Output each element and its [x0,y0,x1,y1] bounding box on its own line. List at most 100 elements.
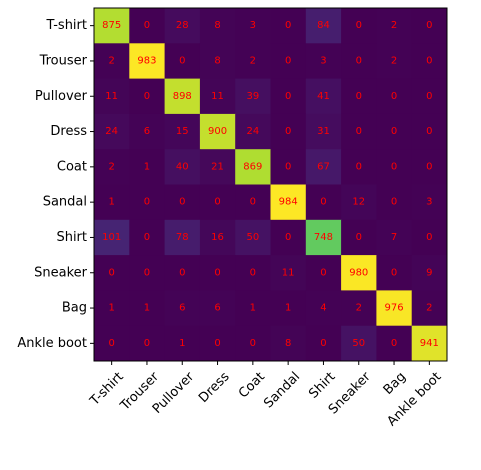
cell-value-label: 21 [211,161,224,172]
cell-shirt-sneaker [341,219,377,256]
cell-pullover-dress [199,78,236,115]
cell-value-label: 0 [426,55,432,66]
cell-value-label: 0 [214,267,220,278]
cell-t-shirt-sandal [270,8,307,44]
cell-value-label: 0 [426,232,432,243]
cell-shirt-ankle-boot [411,219,448,256]
cell-ankle-boot-coat [235,325,271,362]
cell-bag-sandal [270,290,307,327]
cell-t-shirt-pullover [164,8,201,44]
cell-sneaker-bag [376,255,413,291]
cell-pullover-pullover [164,78,201,115]
cell-value-label: 31 [317,126,330,137]
cell-bag-shirt [305,290,342,327]
cell-value-label: 0 [214,338,220,349]
cell-shirt-t-shirt [94,219,130,256]
cell-value-label: 84 [317,20,330,31]
cell-value-label: 2 [356,303,362,314]
cell-dress-dress [199,113,236,150]
cell-ankle-boot-t-shirt [94,325,130,362]
cell-value-label: 2 [250,55,256,66]
cell-dress-bag [376,113,413,150]
cell-bag-t-shirt [94,290,130,327]
cell-sandal-bag [376,184,413,221]
y-tick-label: T-shirt [45,18,87,33]
cell-bag-bag [376,290,413,327]
cell-value-label: 1 [144,161,150,172]
cell-t-shirt-bag [376,8,413,44]
cell-pullover-bag [376,78,413,115]
cell-value-label: 28 [176,20,189,31]
cell-value-label: 1 [108,303,114,314]
cell-sneaker-coat [235,255,271,291]
cell-value-label: 898 [173,91,192,102]
cell-value-label: 2 [108,161,114,172]
cell-value-label: 0 [356,126,362,137]
cell-trouser-t-shirt [94,43,130,79]
cell-shirt-shirt [305,219,342,256]
cell-value-label: 0 [356,91,362,102]
cell-sandal-sneaker [341,184,377,221]
cell-value-label: 0 [320,338,326,349]
cell-coat-trouser [129,149,165,185]
cell-coat-coat [235,149,271,185]
cell-ankle-boot-bag [376,325,413,362]
cell-value-label: 11 [282,267,295,278]
cell-value-label: 980 [349,267,368,278]
cell-value-label: 900 [208,126,227,137]
cell-value-label: 8 [285,338,291,349]
cell-value-label: 0 [144,232,150,243]
cell-sandal-ankle-boot [411,184,448,221]
cell-value-label: 0 [320,267,326,278]
cell-bag-ankle-boot [411,290,448,327]
cell-bag-pullover [164,290,201,327]
cell-shirt-dress [199,219,236,256]
cell-value-label: 941 [420,338,439,349]
y-tick-label: Bag [62,301,87,316]
cell-value-label: 875 [102,20,121,31]
cell-sandal-t-shirt [94,184,130,221]
cell-dress-sneaker [341,113,377,150]
cell-coat-dress [199,149,236,185]
cell-dress-shirt [305,113,342,150]
cell-dress-coat [235,113,271,150]
cell-value-label: 0 [250,338,256,349]
cell-value-label: 16 [211,232,224,243]
cell-value-label: 0 [426,161,432,172]
cell-value-label: 2 [108,55,114,66]
cell-value-label: 8 [214,55,220,66]
cell-trouser-dress [199,43,236,79]
y-tick-label: Dress [50,124,87,139]
cell-value-label: 0 [285,20,291,31]
cell-value-label: 6 [144,126,150,137]
cell-value-label: 3 [250,20,256,31]
cell-value-label: 0 [356,232,362,243]
cell-value-label: 11 [211,91,224,102]
cell-coat-pullover [164,149,201,185]
cell-value-label: 2 [391,55,397,66]
cell-t-shirt-t-shirt [94,8,130,44]
cell-value-label: 0 [391,126,397,137]
cell-value-label: 4 [320,303,326,314]
cell-dress-sandal [270,113,307,150]
y-tick-label: Coat [57,159,87,174]
cell-value-label: 2 [426,303,432,314]
cell-pullover-coat [235,78,271,115]
cell-trouser-coat [235,43,271,79]
cell-t-shirt-ankle-boot [411,8,448,44]
cell-ankle-boot-shirt [305,325,342,362]
cell-value-label: 983 [137,55,156,66]
cell-ankle-boot-trouser [129,325,165,362]
cell-shirt-pullover [164,219,201,256]
cell-sneaker-sandal [270,255,307,291]
cell-trouser-sandal [270,43,307,79]
cell-value-label: 12 [352,197,365,208]
cell-value-label: 0 [391,338,397,349]
cell-value-label: 9 [426,267,432,278]
cell-pullover-trouser [129,78,165,115]
cell-value-label: 78 [176,232,189,243]
cell-shirt-sandal [270,219,307,256]
cell-value-label: 0 [285,161,291,172]
